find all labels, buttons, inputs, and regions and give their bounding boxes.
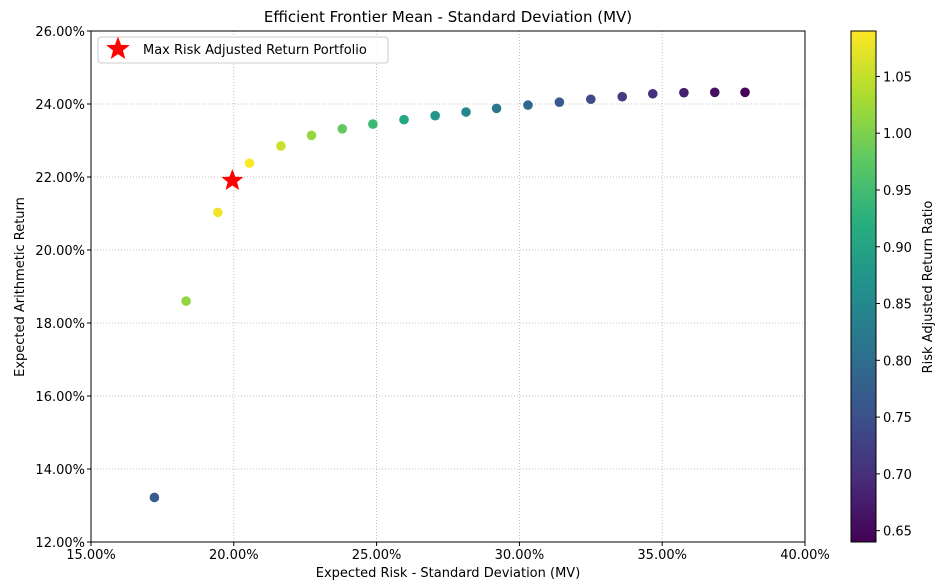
colorbar [850, 30, 877, 543]
x-tick-label: 25.00% [352, 548, 402, 563]
y-tick-label: 26.00% [35, 25, 85, 40]
y-tick-label: 18.00% [35, 317, 85, 332]
scatter-point [337, 124, 348, 134]
scatter-point [306, 130, 317, 141]
y-tick-label: 12.00% [35, 536, 85, 551]
scatter-point [149, 492, 160, 503]
legend-box [97, 36, 389, 64]
colorbar-tick-label: 0.80 [883, 354, 912, 369]
max-risk-adjusted-portfolio-star [221, 168, 244, 191]
x-tick-label: 20.00% [209, 548, 259, 563]
colorbar-tick-label: 1.05 [883, 70, 912, 85]
colorbar-tick-label: 0.65 [883, 525, 912, 540]
y-tick-label: 14.00% [35, 463, 85, 478]
scatter-point [709, 87, 720, 98]
chart-title: Efficient Frontier Mean - Standard Devia… [264, 8, 632, 26]
scatter-point [213, 207, 223, 218]
scatter-point [368, 119, 378, 129]
y-tick-label: 20.00% [35, 244, 85, 259]
scatter-point [244, 158, 255, 168]
scatter-point [523, 100, 533, 110]
x-axis-label: Expected Risk - Standard Deviation (MV) [316, 566, 581, 581]
legend: Max Risk Adjusted Return Portfolio [97, 36, 389, 64]
scatter-point [740, 87, 750, 98]
scatter-point [461, 107, 471, 117]
legend-star-marker [106, 36, 130, 60]
grid-lines [90, 30, 806, 543]
colorbar-label: Risk Adjusted Return Ratio [921, 201, 936, 374]
y-axis-ticks: 12.00% 14.00% 16.00% 18.00% 20.00% 22.00% 24.0… [35, 25, 91, 551]
colorbar-ticks: 0.65 0.70 0.75 0.80 0.85 0.90 0.95 1.00 1.05 [876, 70, 912, 540]
scatter-point [430, 110, 440, 121]
x-tick-label: 30.00% [495, 548, 545, 563]
scatter-point [679, 87, 689, 98]
scatter-point [586, 94, 596, 105]
colorbar-tick-label: 0.90 [883, 241, 912, 256]
x-axis-ticks: 15.00% 20.00% 25.00% 30.00% 35.00% 40.00% [66, 542, 830, 563]
scatter-point [647, 88, 658, 99]
highlight-layer [221, 168, 244, 191]
legend-entry-label: Max Risk Adjusted Return Portfolio [143, 43, 367, 58]
scatter-point [276, 141, 286, 151]
colorbar-tick-label: 0.70 [883, 468, 912, 483]
colorbar-tick-label: 0.95 [883, 184, 912, 199]
scatter-points [149, 87, 750, 503]
x-tick-label: 35.00% [637, 548, 687, 563]
y-axis-label: Expected Arithmetic Return [13, 197, 28, 377]
scatter-point [491, 103, 502, 114]
scatter-point [617, 91, 628, 102]
y-tick-label: 24.00% [35, 98, 85, 113]
y-tick-label: 22.00% [35, 171, 85, 186]
plot-frame [90, 30, 806, 543]
x-tick-label: 15.00% [66, 548, 116, 563]
x-tick-label: 40.00% [780, 548, 830, 563]
scatter-point [181, 296, 191, 306]
colorbar-tick-label: 0.85 [883, 298, 912, 313]
colorbar-tick-label: 0.75 [883, 411, 912, 426]
scatter-point [399, 114, 409, 125]
colorbar-tick-label: 1.00 [883, 127, 912, 142]
y-tick-label: 16.00% [35, 390, 85, 405]
scatter-point [554, 97, 565, 107]
